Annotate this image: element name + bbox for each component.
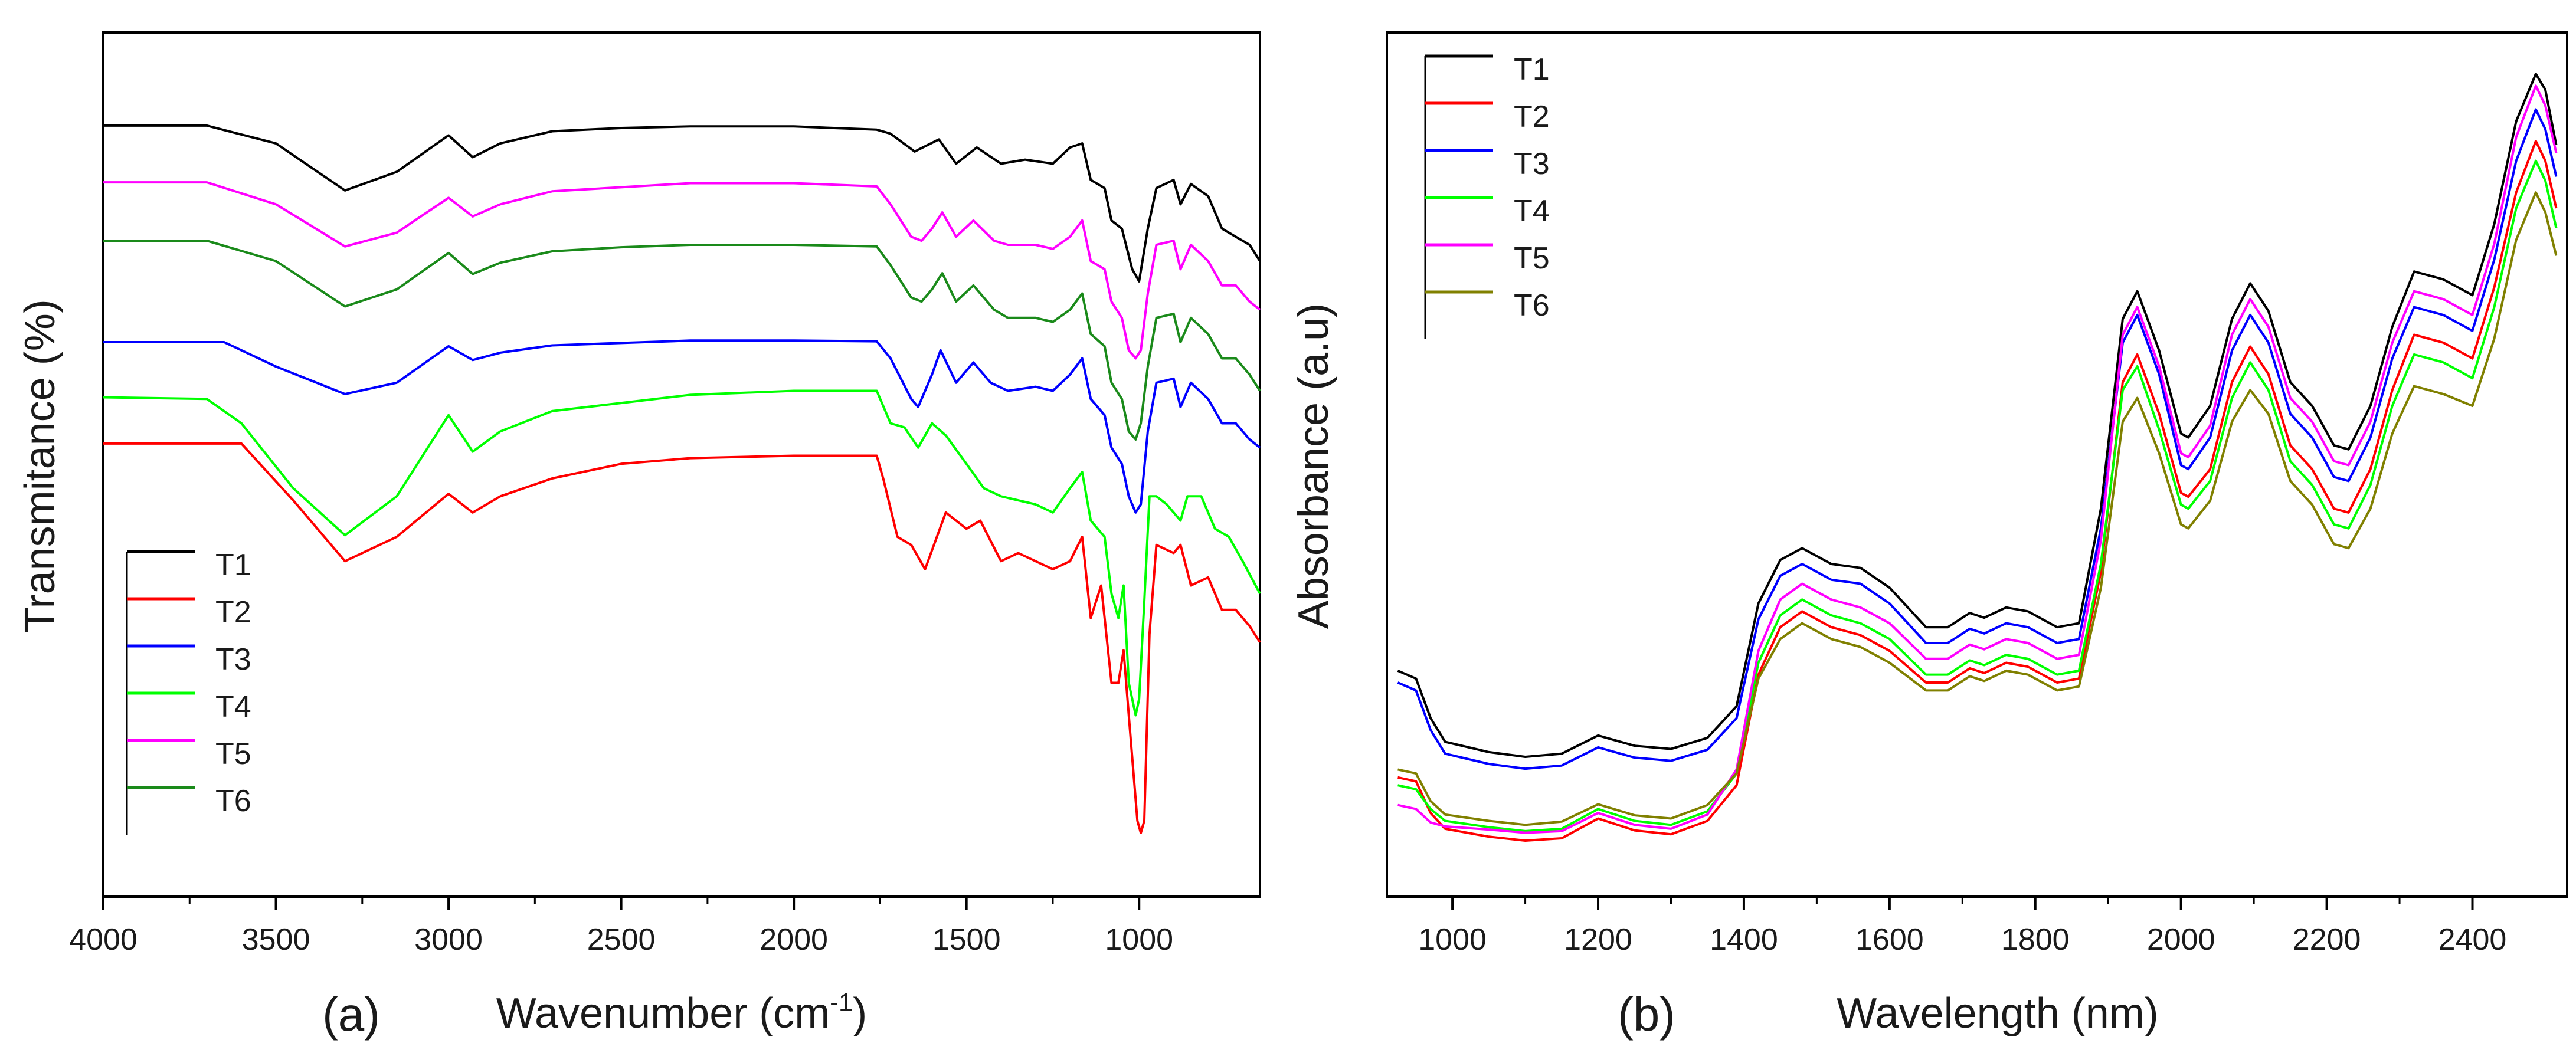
series-line-t5: [1397, 84, 2558, 834]
legend-label-t4: T4: [1514, 194, 1550, 228]
panel-b-label: (b): [1618, 988, 1675, 1041]
series-line-t6: [1397, 191, 2558, 826]
x-tick-label: 2000: [2147, 923, 2215, 957]
series-line-t1: [103, 124, 1261, 283]
x-tick-label: 1000: [1418, 923, 1487, 957]
x-tick-label: 1500: [932, 923, 1001, 957]
panel-b-x-axis-label: Wavelength (nm): [1837, 990, 2159, 1037]
series-line-t3: [1397, 108, 2558, 770]
panel-a-ftir-chart: 4000 3500 3000 2500 2000 1500 1000 T1T2T3T4T5T…: [17, 31, 1261, 1041]
x-tick-label: 2200: [2293, 923, 2361, 957]
x-tick-label: 1000: [1105, 923, 1173, 957]
x-tick-label: 1200: [1564, 923, 1632, 957]
panel-a-plot-frame: [102, 31, 1261, 898]
legend-label-t6: T6: [215, 784, 251, 818]
series-line-t6: [103, 240, 1261, 441]
legend-label-t5: T5: [1514, 241, 1550, 275]
x-tick-label: 1400: [1710, 923, 1778, 957]
x-tick-label: 2400: [2438, 923, 2507, 957]
panel-b-plot-frame: [1386, 31, 2568, 898]
series-line-t4: [103, 389, 1261, 717]
x-tick-label: 1600: [1855, 923, 1924, 957]
legend-label-t6: T6: [1514, 288, 1550, 323]
x-tick-label: 2000: [760, 923, 828, 957]
panel-a-y-axis-label: Transmitance (%): [17, 299, 64, 632]
series-line-t4: [1397, 159, 2558, 832]
legend-label-t1: T1: [215, 548, 251, 582]
legend-label-t5: T5: [215, 737, 251, 771]
series-line-t2: [1397, 140, 2558, 842]
panel-a-legend: T1 T2 T3 T4 T5 T6: [126, 548, 251, 835]
panel-a-label: (a): [322, 988, 380, 1041]
panel-b-x-ticks: 1000 1200 1400 1600 1800 2000 2200 2400: [1418, 897, 2506, 957]
panel-a-x-axis-label: Wavenumber (cm-1): [496, 988, 868, 1037]
legend-label-t2: T2: [215, 595, 251, 629]
panel-b-series-lines: [1397, 73, 2558, 842]
x-tick-label: 1800: [2001, 923, 2070, 957]
panel-a-series-lines: [103, 124, 1261, 834]
panel-a-x-ticks: 4000 3500 3000 2500 2000 1500 1000: [69, 897, 1173, 957]
x-tick-label: 3000: [414, 923, 483, 957]
legend-label-t3: T3: [1514, 147, 1550, 181]
x-tick-label: 2500: [587, 923, 656, 957]
legend-label-t4: T4: [215, 690, 251, 724]
series-line-t2: [103, 442, 1261, 834]
series-line-t1: [1397, 73, 2558, 758]
series-line-t3: [103, 339, 1261, 514]
panel-b-legend: T1 T2 T3 T4 T5 T6: [1424, 53, 1550, 339]
panel-b-y-axis-label: Absorbance (a.u): [1290, 303, 1337, 629]
legend-label-t3: T3: [215, 642, 251, 677]
series-line-t5: [103, 181, 1261, 360]
x-tick-label: 3500: [242, 923, 310, 957]
legend-label-t1: T1: [1514, 53, 1550, 87]
panel-b-nir-chart: 1000 1200 1400 1600 1800 2000 2200 2400 T1T2T3T…: [1290, 31, 2568, 1041]
legend-label-t2: T2: [1514, 100, 1550, 134]
x-tick-label: 4000: [69, 923, 138, 957]
